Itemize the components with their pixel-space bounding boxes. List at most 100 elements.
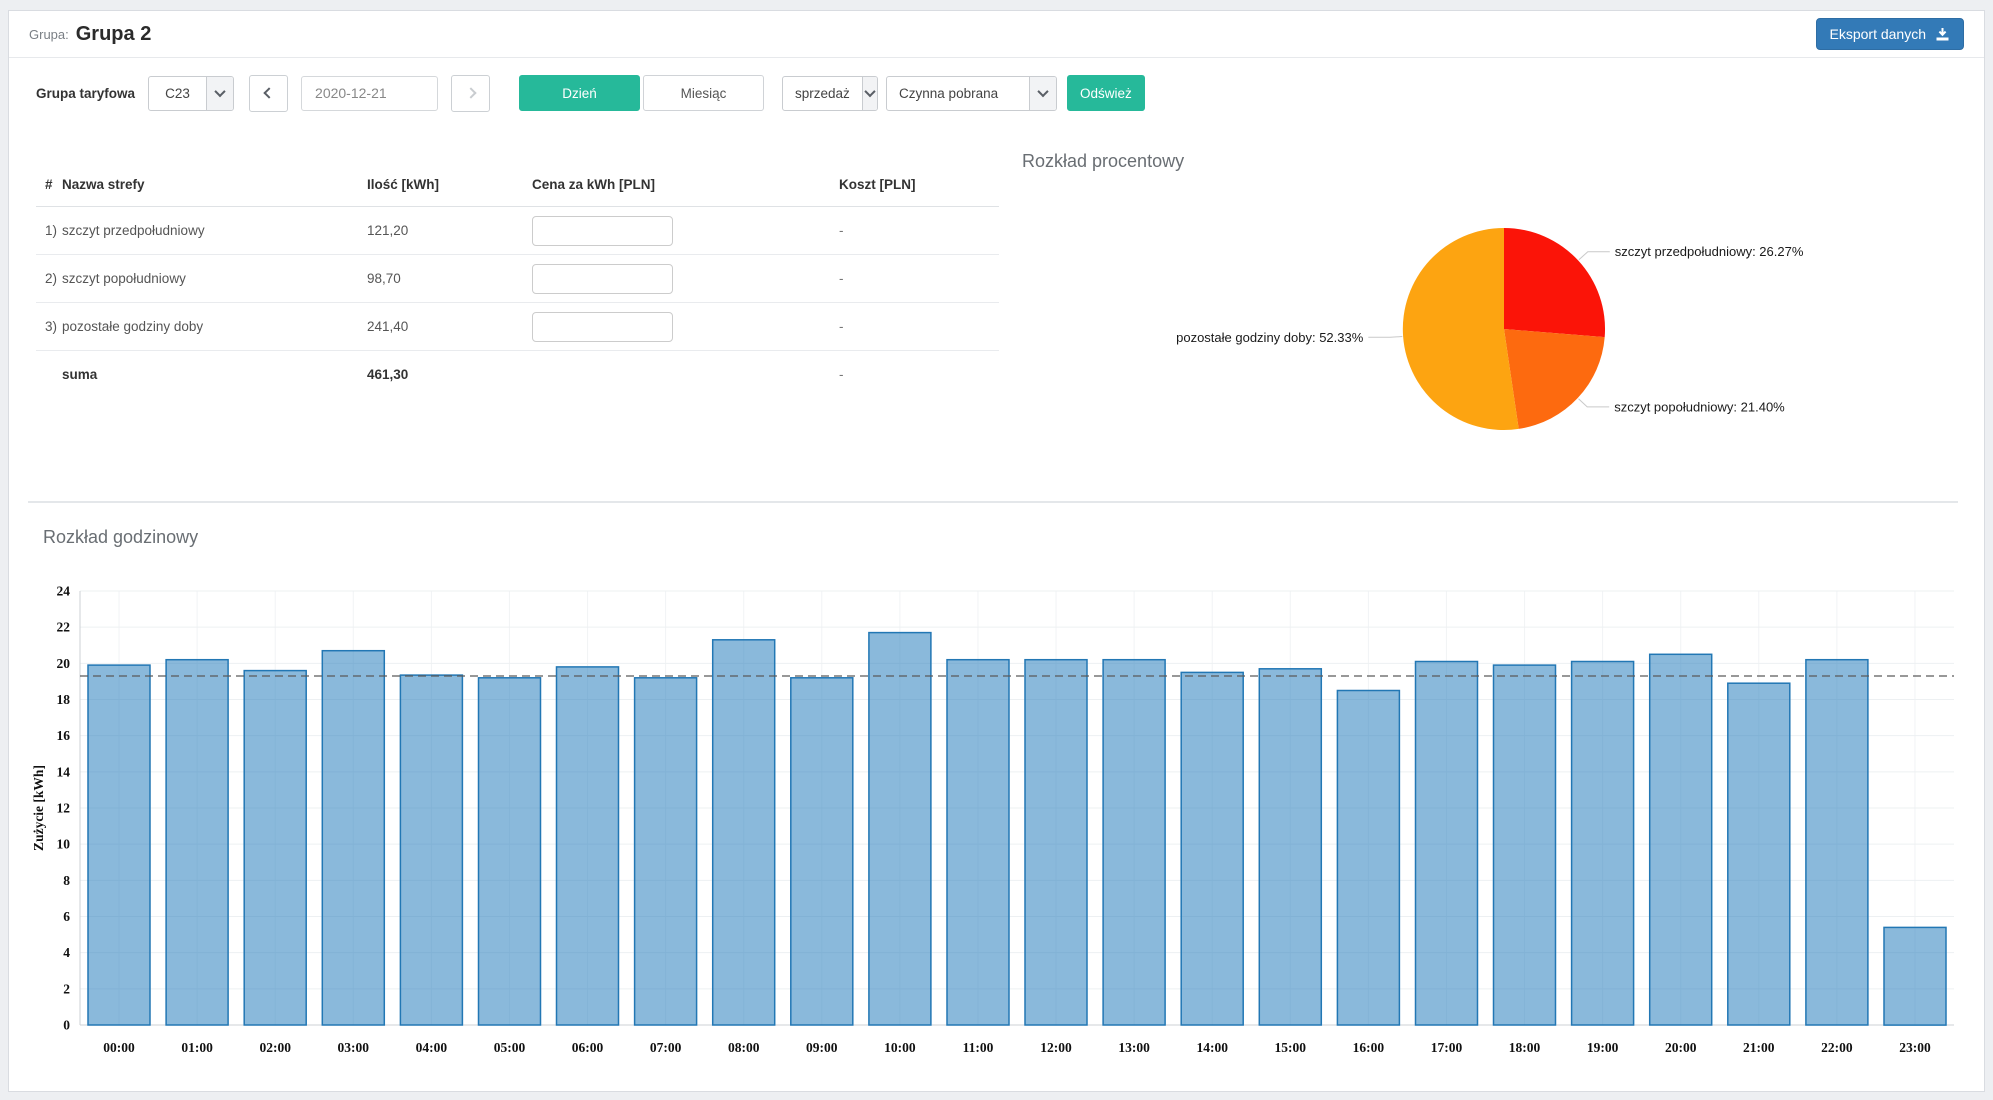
x-tick-label: 10:00 xyxy=(884,1040,916,1055)
x-tick-label: 15:00 xyxy=(1275,1040,1307,1055)
trade-select-value: sprzedaż xyxy=(783,77,862,110)
bar-20:00[interactable] xyxy=(1650,654,1712,1025)
bar-22:00[interactable] xyxy=(1806,660,1868,1025)
price-input-row1[interactable] xyxy=(532,216,673,246)
dashboard-card: Grupa: Grupa 2 Eksport danych Grupa tary… xyxy=(8,10,1985,1092)
y-tick-label: 2 xyxy=(63,981,70,996)
spacer-cell xyxy=(532,351,839,399)
bar-08:00[interactable] xyxy=(713,640,775,1025)
total-label: suma xyxy=(62,351,367,399)
next-day-button[interactable] xyxy=(451,75,490,112)
prev-day-button[interactable] xyxy=(249,75,288,112)
y-tick-label: 12 xyxy=(57,801,71,816)
y-tick-label: 16 xyxy=(57,728,71,743)
bar-07:00[interactable] xyxy=(635,678,697,1025)
x-tick-label: 18:00 xyxy=(1509,1040,1541,1055)
x-tick-label: 17:00 xyxy=(1431,1040,1463,1055)
date-input[interactable] xyxy=(301,76,438,111)
y-tick-label: 18 xyxy=(57,692,71,707)
table-row: 2)szczyt popołudniowy98,70- xyxy=(36,255,999,303)
bar-13:00[interactable] xyxy=(1103,660,1165,1025)
energy-select[interactable]: Czynna pobrana xyxy=(886,76,1057,111)
bar-21:00[interactable] xyxy=(1728,683,1790,1025)
total-cost: - xyxy=(839,351,999,399)
chevron-down-icon xyxy=(1029,77,1056,110)
summary-section: #Nazwa strefyIlość [kWh]Cena za kWh [PLN… xyxy=(9,111,1984,501)
refresh-button[interactable]: Odśwież xyxy=(1067,75,1145,111)
tariff-select-value: C23 xyxy=(149,77,206,110)
y-tick-label: 4 xyxy=(63,945,70,960)
zone-name: szczyt popołudniowy xyxy=(62,255,367,303)
y-tick-label: 24 xyxy=(57,584,71,599)
chevron-left-icon xyxy=(263,87,274,98)
x-tick-label: 03:00 xyxy=(338,1040,370,1055)
export-button-label: Eksport danych xyxy=(1830,26,1927,42)
bar-11:00[interactable] xyxy=(947,660,1009,1025)
bar-04:00[interactable] xyxy=(400,675,462,1025)
toolbar: Grupa taryfowa C23 Dzień Miesiąc sprzeda… xyxy=(9,58,1984,111)
bar-10:00[interactable] xyxy=(869,633,931,1025)
bar-17:00[interactable] xyxy=(1416,662,1478,1026)
price-input-row2[interactable] xyxy=(532,264,673,294)
bar-19:00[interactable] xyxy=(1572,662,1634,1026)
bar-09:00[interactable] xyxy=(791,678,853,1025)
y-tick-label: 14 xyxy=(57,764,71,779)
x-tick-label: 08:00 xyxy=(728,1040,760,1055)
table-total-row: suma461,30 - xyxy=(36,351,999,399)
tariff-select[interactable]: C23 xyxy=(148,76,234,111)
pie-label-1: szczyt popołudniowy: 21.40% xyxy=(1614,399,1785,414)
column-header-3: Cena za kWh [PLN] xyxy=(532,173,839,207)
pie-label-connector xyxy=(1368,337,1402,338)
amount-value: 98,70 xyxy=(367,255,532,303)
bar-02:00[interactable] xyxy=(244,671,306,1025)
pie-chart-title: Rozkład procentowy xyxy=(1022,151,1184,172)
bar-12:00[interactable] xyxy=(1025,660,1087,1025)
bar-01:00[interactable] xyxy=(166,660,228,1025)
pie-label-connector xyxy=(1579,399,1610,407)
y-tick-label: 10 xyxy=(57,837,71,852)
bar-16:00[interactable] xyxy=(1337,691,1399,1026)
pie-label-2: pozostałe godziny doby: 52.33% xyxy=(1176,330,1364,345)
hourly-section: Rozkład godzinowy 0246810121416182022240… xyxy=(9,503,1984,1080)
table-row: 1)szczyt przedpołudniowy121,20- xyxy=(36,207,999,255)
export-button[interactable]: Eksport danych xyxy=(1816,18,1965,50)
bar-00:00[interactable] xyxy=(88,665,150,1025)
x-tick-label: 23:00 xyxy=(1899,1040,1931,1055)
bar-14:00[interactable] xyxy=(1181,672,1243,1025)
bar-23:00[interactable] xyxy=(1884,927,1946,1025)
pie-label-0: szczyt przedpołudniowy: 26.27% xyxy=(1615,244,1804,259)
bar-03:00[interactable] xyxy=(322,651,384,1025)
x-tick-label: 13:00 xyxy=(1118,1040,1150,1055)
trade-select[interactable]: sprzedaż xyxy=(782,76,878,111)
pie-slice-2[interactable] xyxy=(1403,228,1519,430)
bar-18:00[interactable] xyxy=(1494,665,1556,1025)
amount-value: 121,20 xyxy=(367,207,532,255)
pie-slice-0[interactable] xyxy=(1504,228,1605,337)
column-header-1: Nazwa strefy xyxy=(62,173,367,207)
x-tick-label: 01:00 xyxy=(181,1040,213,1055)
pie-slice-1[interactable] xyxy=(1504,329,1605,429)
bar-chart-title: Rozkład godzinowy xyxy=(43,527,1984,548)
row-index: 2) xyxy=(36,255,62,303)
day-button[interactable]: Dzień xyxy=(519,75,640,111)
month-button[interactable]: Miesiąc xyxy=(643,75,764,111)
spacer-cell xyxy=(36,351,62,399)
bar-05:00[interactable] xyxy=(479,678,541,1025)
energy-select-value: Czynna pobrana xyxy=(887,77,1029,110)
bar-15:00[interactable] xyxy=(1259,669,1321,1025)
x-tick-label: 19:00 xyxy=(1587,1040,1619,1055)
bar-06:00[interactable] xyxy=(557,667,619,1025)
y-tick-label: 0 xyxy=(63,1018,70,1033)
y-tick-label: 22 xyxy=(57,620,71,635)
page-title: Grupa 2 xyxy=(76,23,152,46)
x-tick-label: 14:00 xyxy=(1196,1040,1228,1055)
total-amount: 461,30 xyxy=(367,351,532,399)
x-tick-label: 04:00 xyxy=(416,1040,448,1055)
x-tick-label: 12:00 xyxy=(1040,1040,1072,1055)
y-tick-label: 6 xyxy=(63,909,70,924)
row-index: 3) xyxy=(36,303,62,351)
x-tick-label: 22:00 xyxy=(1821,1040,1853,1055)
price-input-row3[interactable] xyxy=(532,312,673,342)
x-tick-label: 16:00 xyxy=(1353,1040,1385,1055)
row-index: 1) xyxy=(36,207,62,255)
